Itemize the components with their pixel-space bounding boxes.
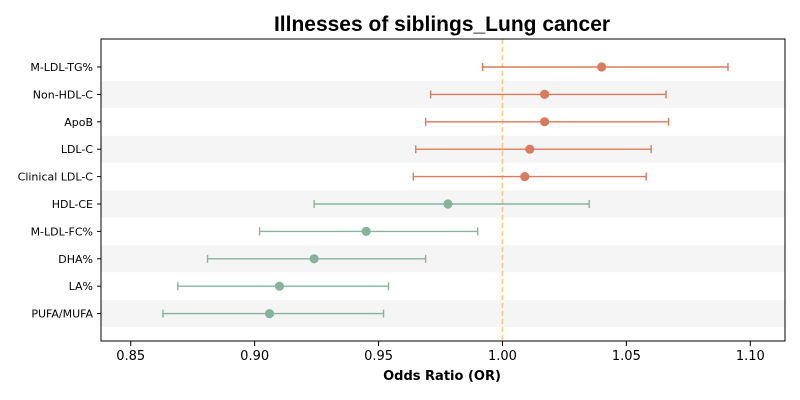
x-tick-label: 0.90 (240, 349, 269, 364)
y-tick-label: M-LDL-TG% (30, 61, 93, 74)
x-tick-label: 0.85 (116, 349, 145, 364)
estimate-row (162, 309, 385, 319)
estimate-row (206, 254, 427, 264)
point-estimate (443, 199, 453, 209)
estimate-row (415, 144, 652, 154)
row-band (101, 245, 785, 273)
estimate-row (481, 62, 729, 72)
x-tick-label: 1.05 (612, 349, 641, 364)
x-tick-label: 0.95 (364, 349, 393, 364)
point-estimate (520, 172, 530, 182)
plot-frame (100, 38, 786, 342)
estimate-row (424, 117, 670, 127)
y-axis-labels: M-LDL-TG% Non-HDL-C ApoB LDL-C Clinical LDL-… (18, 61, 101, 321)
y-tick-label: Clinical LDL-C (18, 171, 94, 184)
plot-marks (162, 62, 729, 319)
y-tick-label: LA% (69, 280, 93, 293)
point-estimate (264, 309, 275, 319)
point-estimate (540, 89, 550, 99)
x-tick-label: 1.00 (488, 349, 517, 364)
estimate-row (412, 172, 647, 182)
y-tick-label: ApoB (64, 116, 93, 129)
point-estimate (525, 144, 535, 154)
y-tick-label: DHA% (58, 253, 93, 266)
estimate-row (429, 89, 667, 99)
y-tick-label: HDL-CE (52, 198, 93, 211)
estimate-row (313, 199, 590, 209)
x-tick-label: 1.10 (736, 349, 765, 364)
y-tick-label: PUFA/MUFA (31, 308, 93, 321)
point-estimate (361, 226, 371, 236)
point-estimate (540, 117, 550, 127)
point-estimate (274, 281, 285, 291)
estimate-row (258, 226, 479, 236)
estimate-row (177, 281, 390, 291)
chart-title: Illnesses of siblings_Lung cancer (274, 13, 610, 36)
y-tick-label: M-LDL-FC% (31, 225, 93, 238)
point-estimate (597, 62, 607, 72)
y-tick-label: Non-HDL-C (33, 88, 94, 101)
y-tick-label: LDL-C (61, 143, 94, 156)
x-axis-label: Odds Ratio (OR) (383, 369, 501, 384)
point-estimate (309, 254, 319, 264)
x-axis: 0.85 0.90 0.95 1.00 1.05 1.10 (116, 341, 765, 364)
